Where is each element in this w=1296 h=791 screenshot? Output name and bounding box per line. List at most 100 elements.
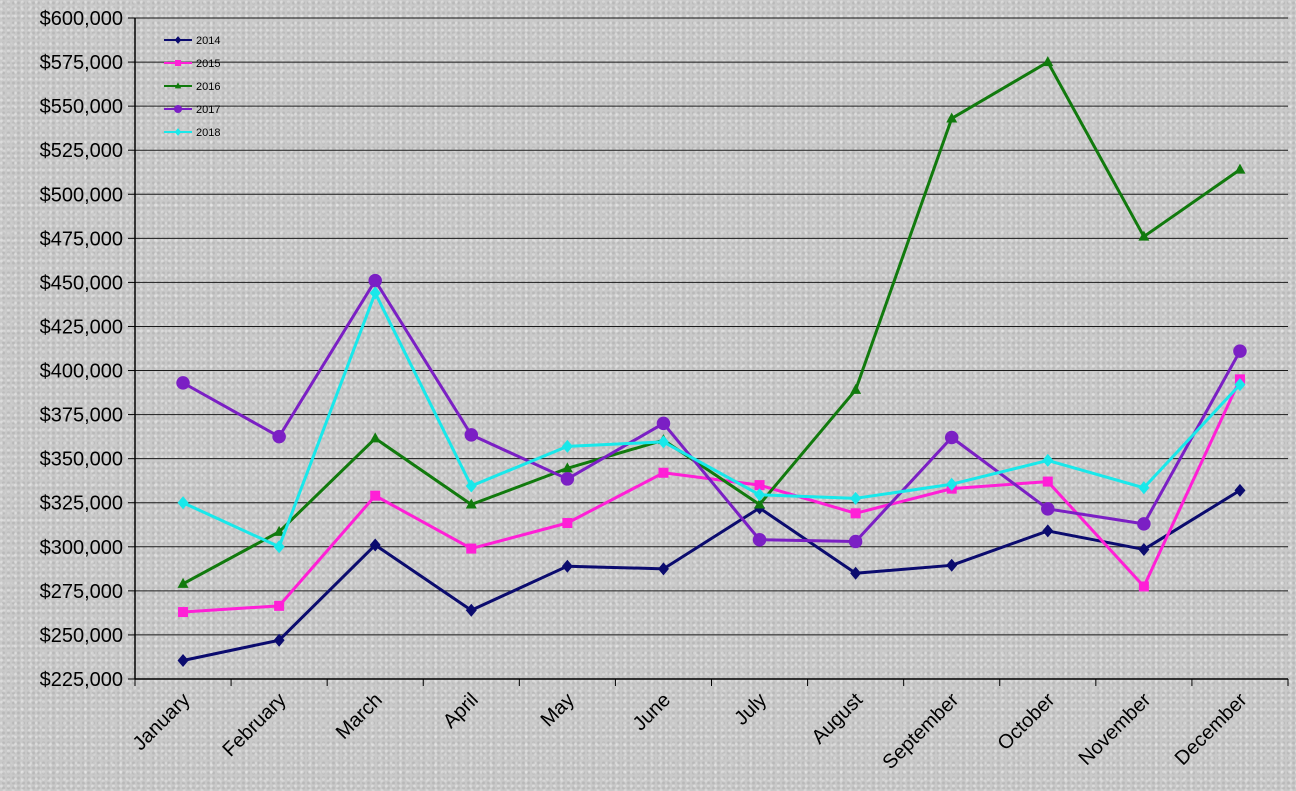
x-tick-label: April [439,689,483,733]
data-point [174,36,182,44]
series-line [182,489,1241,662]
data-point [754,488,766,502]
data-point [561,439,573,453]
legend-item: 2015 [164,58,220,70]
data-point [173,104,183,114]
data-point [658,467,669,478]
x-tick-label: December [1171,689,1252,770]
y-tick-label: $500,000 [40,184,123,206]
y-tick-label: $400,000 [40,361,123,383]
y-tick-label: $575,000 [40,52,123,74]
data-point [946,558,958,572]
x-axis-ticks: January February March April May June July Augu… [129,679,1289,774]
legend-item: 2016 [164,81,220,93]
data-point [369,538,381,552]
data-point [1138,581,1149,592]
axes [134,18,1288,680]
y-tick-label: $600,000 [40,8,123,30]
data-point [175,60,181,66]
data-point [1042,56,1054,67]
legend: 2014 2015 2016 2017 2018 [164,35,220,139]
y-tick-label: $525,000 [40,140,123,162]
y-tick-label: $425,000 [40,316,123,338]
data-point [1042,524,1054,538]
data-point [1041,502,1055,516]
data-point [754,498,766,509]
data-point [1233,344,1247,358]
data-point [946,477,958,491]
series-line [182,378,1242,614]
x-tick-label: February [219,689,291,761]
data-point [465,498,477,509]
data-point [466,543,477,554]
data-point [944,430,959,445]
legend-label: 2015 [196,58,220,70]
data-point [1234,163,1246,174]
gridlines [135,17,1288,636]
data-point [1138,230,1150,241]
x-tick-label: January [129,689,195,755]
data-point [657,435,669,449]
data-point [850,491,862,505]
y-tick-label: $550,000 [40,96,123,118]
x-tick-label: September [879,689,964,774]
data-point [464,428,479,442]
x-tick-label: July [730,689,771,730]
x-tick-label: June [629,689,675,735]
data-point [174,128,182,136]
y-tick-label: $450,000 [40,272,123,294]
series-2017 [176,273,1247,549]
legend-label: 2014 [196,35,220,47]
y-tick-label: $325,000 [40,493,123,515]
y-tick-label: $475,000 [40,228,123,250]
legend-item: 2014 [164,35,220,47]
data-point [176,376,190,390]
data-point [273,633,285,647]
x-tick-label: August [808,689,868,749]
y-tick-label: $300,000 [40,537,123,559]
data-point [272,429,286,444]
legend-label: 2018 [196,127,220,139]
data-point [370,490,381,501]
data-point [656,416,671,431]
legend-item: 2018 [164,127,220,139]
data-point [1138,481,1150,495]
legend-item: 2017 [164,104,220,116]
data-point [369,286,381,300]
data-point [1234,378,1246,392]
data-point [850,566,862,580]
data-point [754,480,765,491]
y-tick-label: $225,000 [40,669,123,691]
data-point [1138,542,1150,556]
data-point [1137,517,1151,531]
legend-label: 2016 [196,81,220,93]
x-tick-label: November [1075,689,1156,770]
x-tick-label: March [332,689,387,744]
data-point [561,462,573,473]
data-point [1042,476,1053,487]
data-point [848,534,863,549]
data-point [562,518,573,529]
y-tick-label: $250,000 [40,625,123,647]
data-point [368,273,382,288]
data-point [177,653,189,667]
data-point [465,479,477,493]
data-point [560,472,575,486]
y-tick-label: $375,000 [40,405,123,427]
series-2018 [177,286,1246,554]
data-point [273,525,285,536]
data-point [752,532,767,547]
data-point [1042,453,1054,467]
x-tick-label: May [537,689,579,731]
series-line [182,291,1242,549]
legend-label: 2017 [196,104,220,116]
series-2014 [177,483,1246,667]
data-point [657,562,669,576]
data-point [561,559,573,573]
data-point [1234,483,1246,497]
data-point [946,112,958,123]
series-line [182,60,1241,586]
y-tick-label: $350,000 [40,449,123,471]
data-point [465,603,477,617]
x-tick-label: October [993,689,1059,755]
